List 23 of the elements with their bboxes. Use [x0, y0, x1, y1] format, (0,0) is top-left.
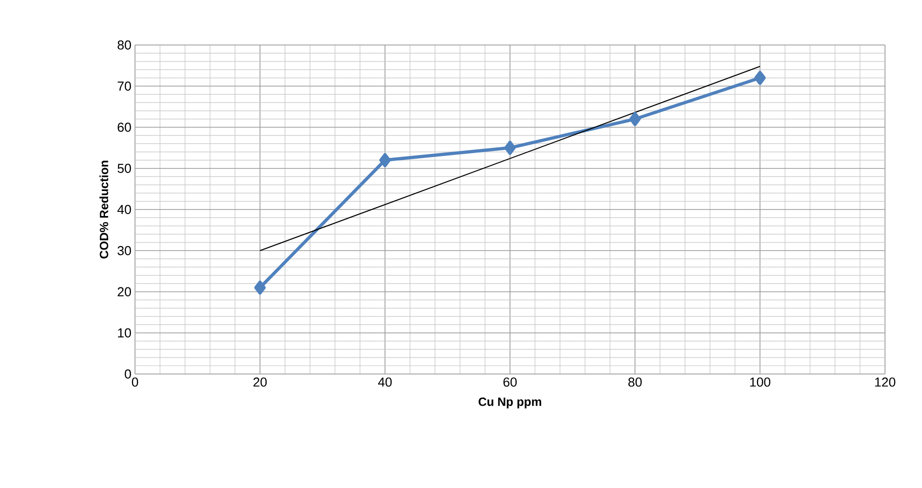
y-tick-label: 10 [118, 328, 131, 338]
x-tick-label: 80 [628, 378, 642, 387]
point [379, 153, 391, 168]
y-axis-title: COD% Reduction [99, 160, 108, 258]
x-tick-label: 60 [503, 378, 517, 387]
x-tick-label: 0 [132, 378, 138, 387]
y-tick-label: 40 [117, 204, 131, 214]
point [504, 140, 516, 155]
y-tick-label: 50 [118, 164, 131, 173]
x-axis-title: Cu Np ppm [478, 398, 542, 408]
y-tick-label: 60 [118, 122, 131, 132]
y-tick-label: 30 [118, 246, 131, 256]
x-tick-label: 100 [750, 378, 770, 387]
x-tick-label: 120 [875, 378, 896, 387]
x-tick-label: 20 [253, 378, 267, 387]
y-tick-label: 20 [118, 287, 131, 296]
point [254, 280, 266, 295]
y-tick-label: 70 [118, 82, 131, 91]
x-tick-label: 40 [378, 378, 392, 387]
point [754, 70, 766, 85]
y-tick-label: 0 [124, 369, 131, 379]
y-tick-label: 80 [118, 40, 131, 50]
point [629, 112, 641, 126]
